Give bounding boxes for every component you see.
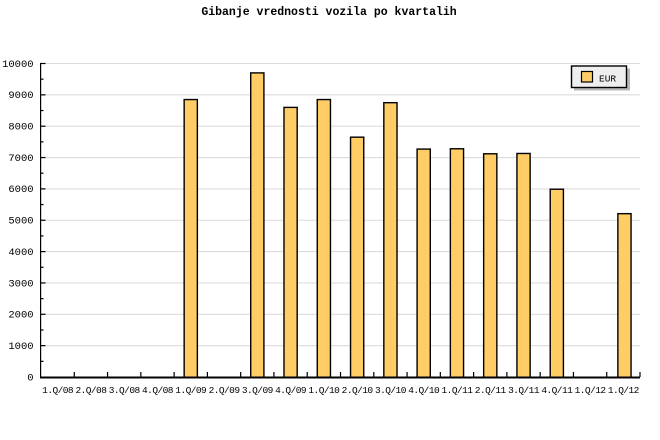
svg-text:2.Q/08: 2.Q/08: [75, 385, 107, 396]
svg-text:Gibanje vrednosti vozila po kv: Gibanje vrednosti vozila po kvartalih: [201, 6, 456, 19]
svg-text:0: 0: [27, 372, 33, 384]
svg-text:4.Q/10: 4.Q/10: [408, 385, 440, 396]
svg-text:4.Q/09: 4.Q/09: [275, 385, 307, 396]
svg-text:1000: 1000: [8, 341, 33, 353]
svg-text:3.Q/11: 3.Q/11: [508, 385, 540, 396]
svg-text:8000: 8000: [8, 122, 33, 134]
svg-text:2.Q/09: 2.Q/09: [209, 385, 241, 396]
svg-text:4000: 4000: [8, 247, 33, 259]
svg-text:6000: 6000: [8, 184, 33, 196]
svg-text:1.Q/10: 1.Q/10: [308, 385, 340, 396]
svg-text:4.Q/11: 4.Q/11: [541, 385, 573, 396]
svg-text:2000: 2000: [8, 310, 33, 322]
svg-text:1.Q/12: 1.Q/12: [575, 385, 607, 396]
svg-text:EUR: EUR: [599, 73, 616, 84]
svg-text:2.Q/11: 2.Q/11: [475, 385, 507, 396]
svg-text:4.Q/08: 4.Q/08: [142, 385, 174, 396]
svg-text:3.Q/09: 3.Q/09: [242, 385, 274, 396]
svg-text:7000: 7000: [8, 153, 33, 165]
svg-text:5000: 5000: [8, 216, 33, 228]
svg-text:10000: 10000: [2, 59, 34, 71]
svg-text:1.Q/08: 1.Q/08: [42, 385, 74, 396]
svg-text:3.Q/10: 3.Q/10: [375, 385, 407, 396]
svg-text:2.Q/10: 2.Q/10: [342, 385, 374, 396]
svg-text:1.Q/09: 1.Q/09: [175, 385, 207, 396]
svg-text:9000: 9000: [8, 90, 33, 102]
svg-text:1.Q/12: 1.Q/12: [608, 385, 640, 396]
svg-text:3000: 3000: [8, 278, 33, 290]
svg-text:1.Q/11: 1.Q/11: [442, 385, 474, 396]
svg-text:3.Q/08: 3.Q/08: [109, 385, 141, 396]
